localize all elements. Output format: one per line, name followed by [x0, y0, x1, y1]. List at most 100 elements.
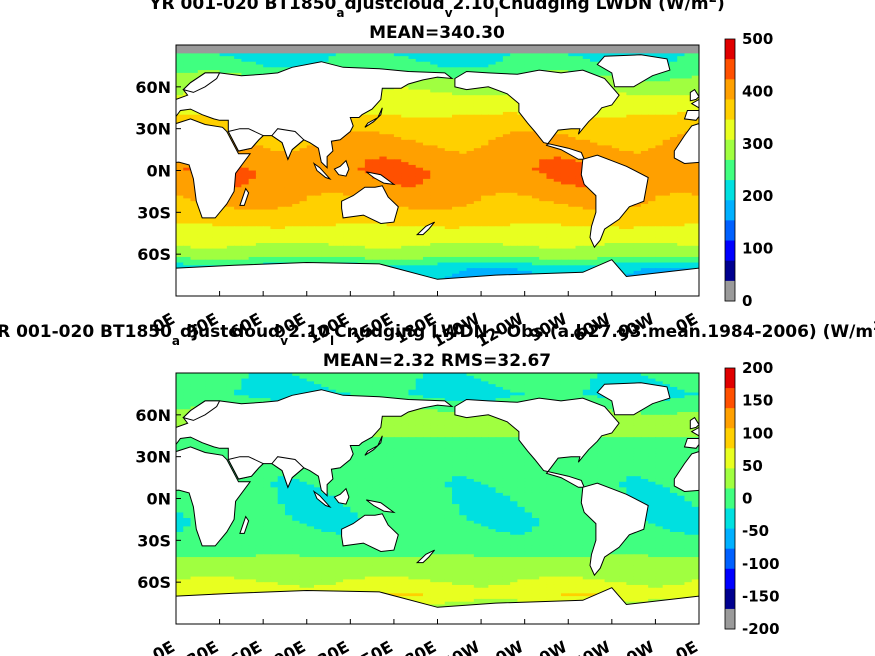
field-cell: [328, 237, 337, 241]
field-cell: [277, 181, 286, 186]
field-cell: [328, 153, 337, 158]
field-cell: [343, 58, 351, 63]
field-cell: [408, 84, 417, 88]
field-cell: [648, 192, 657, 197]
field-cell: [314, 226, 322, 230]
field-cell: [372, 131, 380, 135]
field-cell: [568, 217, 577, 222]
field-cell: [408, 58, 417, 63]
field-cell: [473, 192, 482, 197]
field-cell: [437, 159, 446, 163]
field-cell: [539, 201, 548, 205]
field-cell: [684, 170, 693, 174]
field-cell: [255, 234, 264, 239]
field-cell: [408, 181, 417, 186]
field-cell: [401, 220, 410, 225]
field-cell: [495, 231, 504, 236]
field-cell: [284, 195, 293, 199]
field-cell: [662, 128, 671, 133]
field-cell: [437, 192, 446, 197]
field-cell: [386, 125, 395, 130]
field-cell: [531, 234, 540, 239]
field-cell: [488, 47, 497, 52]
field-cell: [321, 178, 330, 183]
field-cell: [524, 206, 533, 211]
field-cell: [459, 123, 468, 127]
field-cell: [299, 220, 308, 225]
field-cell: [466, 148, 475, 152]
field-cell: [415, 148, 424, 152]
field-cell: [386, 56, 395, 60]
field-cell: [488, 217, 497, 222]
field-cell: [444, 198, 453, 202]
field-cell: [422, 173, 431, 177]
field-cell: [677, 162, 686, 166]
field-cell: [183, 234, 192, 239]
field-cell: [539, 220, 548, 225]
field-cell: [568, 167, 577, 172]
field-cell: [473, 173, 482, 177]
field-cell: [328, 223, 337, 227]
field-cell: [640, 92, 649, 96]
field-cell: [502, 142, 511, 146]
field-cell: [473, 131, 482, 135]
field-cell: [386, 164, 395, 169]
field-cell: [314, 217, 322, 222]
field-cell: [401, 61, 410, 66]
field-cell: [640, 89, 649, 94]
field-cell: [422, 223, 431, 227]
field-cell: [677, 61, 686, 66]
field-cell: [350, 145, 359, 149]
field-cell: [575, 164, 584, 169]
field-cell: [437, 47, 446, 52]
field-cell: [648, 114, 657, 119]
field-cell: [655, 190, 664, 194]
field-cell: [270, 229, 279, 233]
field-cell: [619, 100, 627, 105]
field-cell: [517, 67, 526, 71]
field-cell: [662, 72, 671, 77]
field-cell: [633, 215, 642, 219]
field-cell: [219, 231, 228, 236]
field-cell: [524, 192, 533, 197]
field-cell: [633, 164, 642, 169]
field-cell: [640, 201, 649, 205]
field-cell: [604, 106, 613, 110]
field-cell: [386, 50, 395, 54]
field-cell: [488, 125, 497, 130]
field-cell: [226, 234, 235, 239]
field-cell: [510, 190, 518, 194]
field-cell: [546, 226, 555, 230]
field-cell: [619, 162, 627, 166]
field-cell: [321, 50, 330, 54]
field-cell: [255, 206, 264, 211]
field-cell: [219, 234, 228, 239]
field-cell: [401, 156, 410, 160]
field-cell: [415, 190, 424, 194]
field-cell: [422, 215, 431, 219]
field-cell: [691, 75, 699, 80]
field-cell: [648, 234, 657, 239]
field-cell: [226, 53, 235, 57]
field-cell: [459, 131, 468, 135]
field-cell: [284, 212, 293, 216]
field-cell: [495, 184, 504, 188]
field-cell: [648, 78, 657, 82]
field-cell: [560, 50, 569, 54]
field-cell: [212, 50, 221, 54]
field-cell: [655, 84, 664, 88]
field-cell: [306, 176, 315, 180]
field-cell: [582, 139, 591, 144]
field-cell: [444, 209, 453, 213]
field-cell: [386, 114, 395, 119]
field-cell: [648, 148, 657, 152]
field-cell: [176, 95, 184, 99]
field-cell: [350, 142, 359, 146]
field-cell: [590, 56, 598, 60]
field-cell: [531, 145, 540, 149]
field-cell: [473, 170, 482, 174]
field-cell: [321, 58, 330, 63]
field-cell: [481, 215, 489, 219]
field-cell: [626, 106, 635, 110]
field-cell: [372, 156, 380, 160]
